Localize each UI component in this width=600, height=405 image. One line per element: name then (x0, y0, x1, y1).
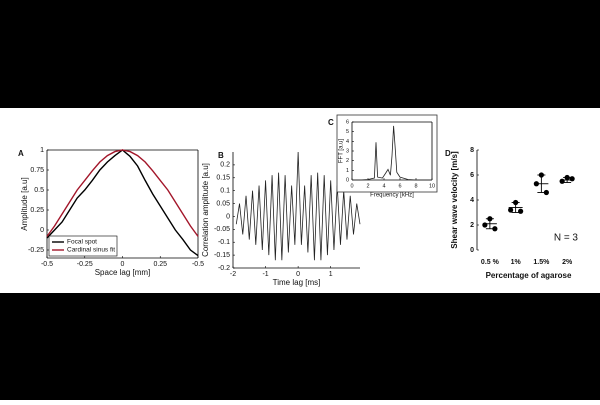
y-tick-label: 0 (40, 227, 44, 234)
y-tick-label: 0.15 (216, 175, 230, 182)
x-tick-label: 2% (562, 259, 573, 266)
y-tick-label: 0.2 (220, 162, 230, 169)
legend-label: Focal spot (67, 239, 97, 246)
bottom-band (0, 293, 600, 400)
x-tick-label: 1 (329, 271, 333, 278)
x-tick-label: -2 (230, 271, 236, 278)
data-point (482, 222, 488, 228)
y-tick-label: 0 (226, 213, 230, 220)
x-tick-label: 0 (350, 183, 353, 189)
x-tick-label: 8 (414, 183, 417, 189)
series-line (46, 149, 199, 237)
top-band (0, 0, 600, 108)
series-line (352, 125, 432, 181)
x-tick-label: 4 (382, 183, 385, 189)
data-point (508, 207, 514, 213)
y-tick-label: 0.25 (30, 207, 44, 214)
x-axis-label: Frequency [kHz] (370, 193, 414, 199)
y-tick-label: -0.15 (214, 252, 230, 259)
data-point (564, 174, 570, 181)
x-tick-label: 10 (429, 183, 435, 189)
y-tick-label: 2 (346, 158, 349, 164)
y-tick-label: 3 (346, 148, 349, 154)
y-tick-label: -0.05 (214, 226, 230, 233)
y-axis-label: Correlation amplitude [a.u] (201, 163, 210, 257)
x-axis-label: Space lag [mm] (95, 268, 151, 277)
y-tick-label: 5 (346, 129, 349, 135)
data-point (518, 208, 524, 214)
x-tick-label: -1 (262, 271, 268, 278)
x-tick-label: 0 (296, 271, 300, 278)
legend-box (48, 235, 118, 257)
data-point (513, 199, 519, 206)
y-tick-label: 8 (470, 147, 474, 154)
y-tick-label: 0.75 (30, 167, 44, 174)
x-axis-label: Time lag [ms] (273, 278, 321, 287)
data-point (538, 172, 544, 178)
y-tick-label: -0.1 (218, 239, 230, 246)
y-tick-label: 4 (470, 197, 474, 204)
y-axis-label: Amplitude [a.u] (20, 177, 29, 230)
y-tick-label: 1 (40, 147, 44, 154)
inset-frame (336, 114, 438, 193)
x-tick-label: 1% (511, 259, 522, 266)
y-tick-label: 0 (346, 177, 349, 183)
y-tick-label: 6 (470, 172, 474, 179)
y-axis-label: Shear wave velocity [m/s] (450, 151, 459, 249)
panel-label: B (218, 151, 224, 160)
y-tick-label: 0.05 (216, 200, 230, 207)
y-tick-label: 4 (346, 139, 349, 145)
panel-label: A (18, 149, 24, 158)
x-tick-label: 0.25 (153, 261, 167, 268)
data-point (533, 181, 539, 187)
y-tick-label: 0 (470, 247, 474, 254)
x-tick-label: -0.25 (77, 261, 93, 268)
data-point (487, 216, 493, 222)
x-tick-label: 0.5 % (481, 259, 500, 266)
y-tick-label: 0.5 (34, 187, 44, 194)
annotation: N = 3 (554, 233, 579, 244)
y-axis-label: FFT [a.u] (339, 139, 345, 164)
legend-label: Cardinal sinus fit (67, 247, 115, 254)
x-axis-label: Percentage of agarose (486, 271, 572, 280)
x-tick-label: -0.5 (192, 261, 204, 268)
series-line (235, 151, 361, 261)
data-point (492, 226, 498, 232)
y-tick-label: 2 (470, 222, 474, 229)
y-tick-label: 0.1 (220, 188, 230, 195)
y-tick-label: -0.25 (28, 247, 44, 254)
y-tick-label: 6 (346, 119, 349, 125)
y-tick-label: 1 (346, 168, 349, 174)
x-tick-label: 1.5% (533, 259, 550, 266)
data-point (543, 189, 549, 196)
x-tick-label: 2 (366, 183, 369, 189)
x-tick-label: 6 (398, 183, 401, 189)
x-tick-label: -0.5 (41, 261, 53, 268)
panel-label: C (328, 118, 334, 127)
x-tick-label: 0 (121, 261, 125, 268)
data-point (559, 178, 565, 184)
panel-label: D (445, 149, 451, 158)
y-tick-label: -0.2 (218, 265, 230, 272)
data-point (569, 176, 575, 182)
